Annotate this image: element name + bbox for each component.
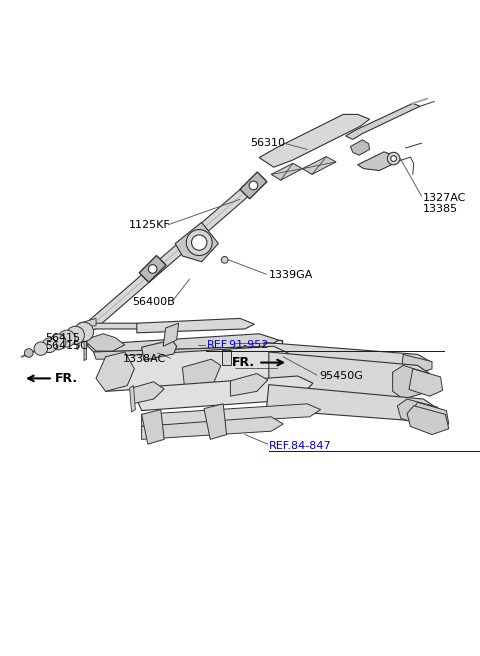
Polygon shape	[346, 104, 420, 139]
Polygon shape	[269, 352, 430, 399]
Polygon shape	[393, 365, 430, 399]
Circle shape	[50, 334, 66, 350]
Polygon shape	[84, 338, 86, 361]
Text: FR.: FR.	[55, 372, 78, 385]
Text: REF.84-847: REF.84-847	[269, 441, 331, 451]
Text: 56310: 56310	[251, 138, 286, 148]
Circle shape	[186, 230, 212, 256]
Circle shape	[148, 264, 157, 274]
Polygon shape	[412, 402, 449, 430]
Polygon shape	[132, 382, 164, 404]
Polygon shape	[130, 386, 135, 412]
Text: 56400B: 56400B	[132, 297, 175, 306]
Text: 1339GA: 1339GA	[269, 270, 313, 280]
Circle shape	[249, 181, 258, 190]
Circle shape	[42, 338, 57, 352]
Circle shape	[66, 326, 84, 344]
Circle shape	[58, 330, 75, 347]
Polygon shape	[142, 404, 321, 426]
Circle shape	[34, 342, 48, 356]
Polygon shape	[402, 354, 432, 372]
Polygon shape	[302, 157, 336, 174]
Text: 1327AC: 1327AC	[422, 194, 466, 203]
Polygon shape	[163, 323, 179, 346]
Polygon shape	[240, 172, 267, 199]
Text: 1338AC: 1338AC	[122, 354, 166, 364]
Bar	[231, 340, 282, 372]
Polygon shape	[142, 409, 164, 444]
Polygon shape	[407, 406, 449, 434]
Polygon shape	[175, 222, 218, 262]
Text: FR.: FR.	[232, 356, 255, 369]
Text: 1125KF: 1125KF	[129, 220, 170, 230]
Polygon shape	[259, 114, 370, 167]
Polygon shape	[132, 376, 313, 411]
Polygon shape	[77, 325, 79, 350]
Circle shape	[221, 256, 228, 263]
Text: 56415: 56415	[46, 333, 81, 342]
Polygon shape	[230, 374, 268, 396]
Polygon shape	[77, 323, 146, 333]
Polygon shape	[266, 384, 438, 422]
Polygon shape	[88, 180, 258, 329]
Polygon shape	[271, 163, 302, 180]
Polygon shape	[106, 346, 288, 392]
Polygon shape	[142, 417, 283, 440]
Polygon shape	[350, 140, 370, 155]
Polygon shape	[409, 369, 443, 396]
Polygon shape	[204, 404, 227, 440]
Polygon shape	[264, 342, 432, 369]
Text: 56415C: 56415C	[46, 341, 88, 351]
Polygon shape	[96, 352, 134, 392]
Polygon shape	[397, 399, 441, 426]
Circle shape	[391, 155, 396, 161]
Circle shape	[24, 348, 33, 358]
Circle shape	[192, 235, 207, 250]
Polygon shape	[86, 334, 278, 352]
Polygon shape	[142, 340, 177, 360]
Text: REF.91-952: REF.91-952	[206, 340, 269, 350]
Polygon shape	[358, 152, 398, 171]
Polygon shape	[137, 318, 254, 333]
Text: 13385: 13385	[422, 204, 457, 214]
Polygon shape	[182, 359, 221, 390]
Polygon shape	[222, 350, 231, 365]
Circle shape	[74, 322, 94, 341]
Polygon shape	[79, 318, 96, 328]
Circle shape	[387, 152, 400, 165]
Polygon shape	[84, 334, 125, 351]
Text: 95450G: 95450G	[319, 371, 363, 381]
Polygon shape	[139, 256, 166, 282]
Polygon shape	[94, 346, 274, 359]
